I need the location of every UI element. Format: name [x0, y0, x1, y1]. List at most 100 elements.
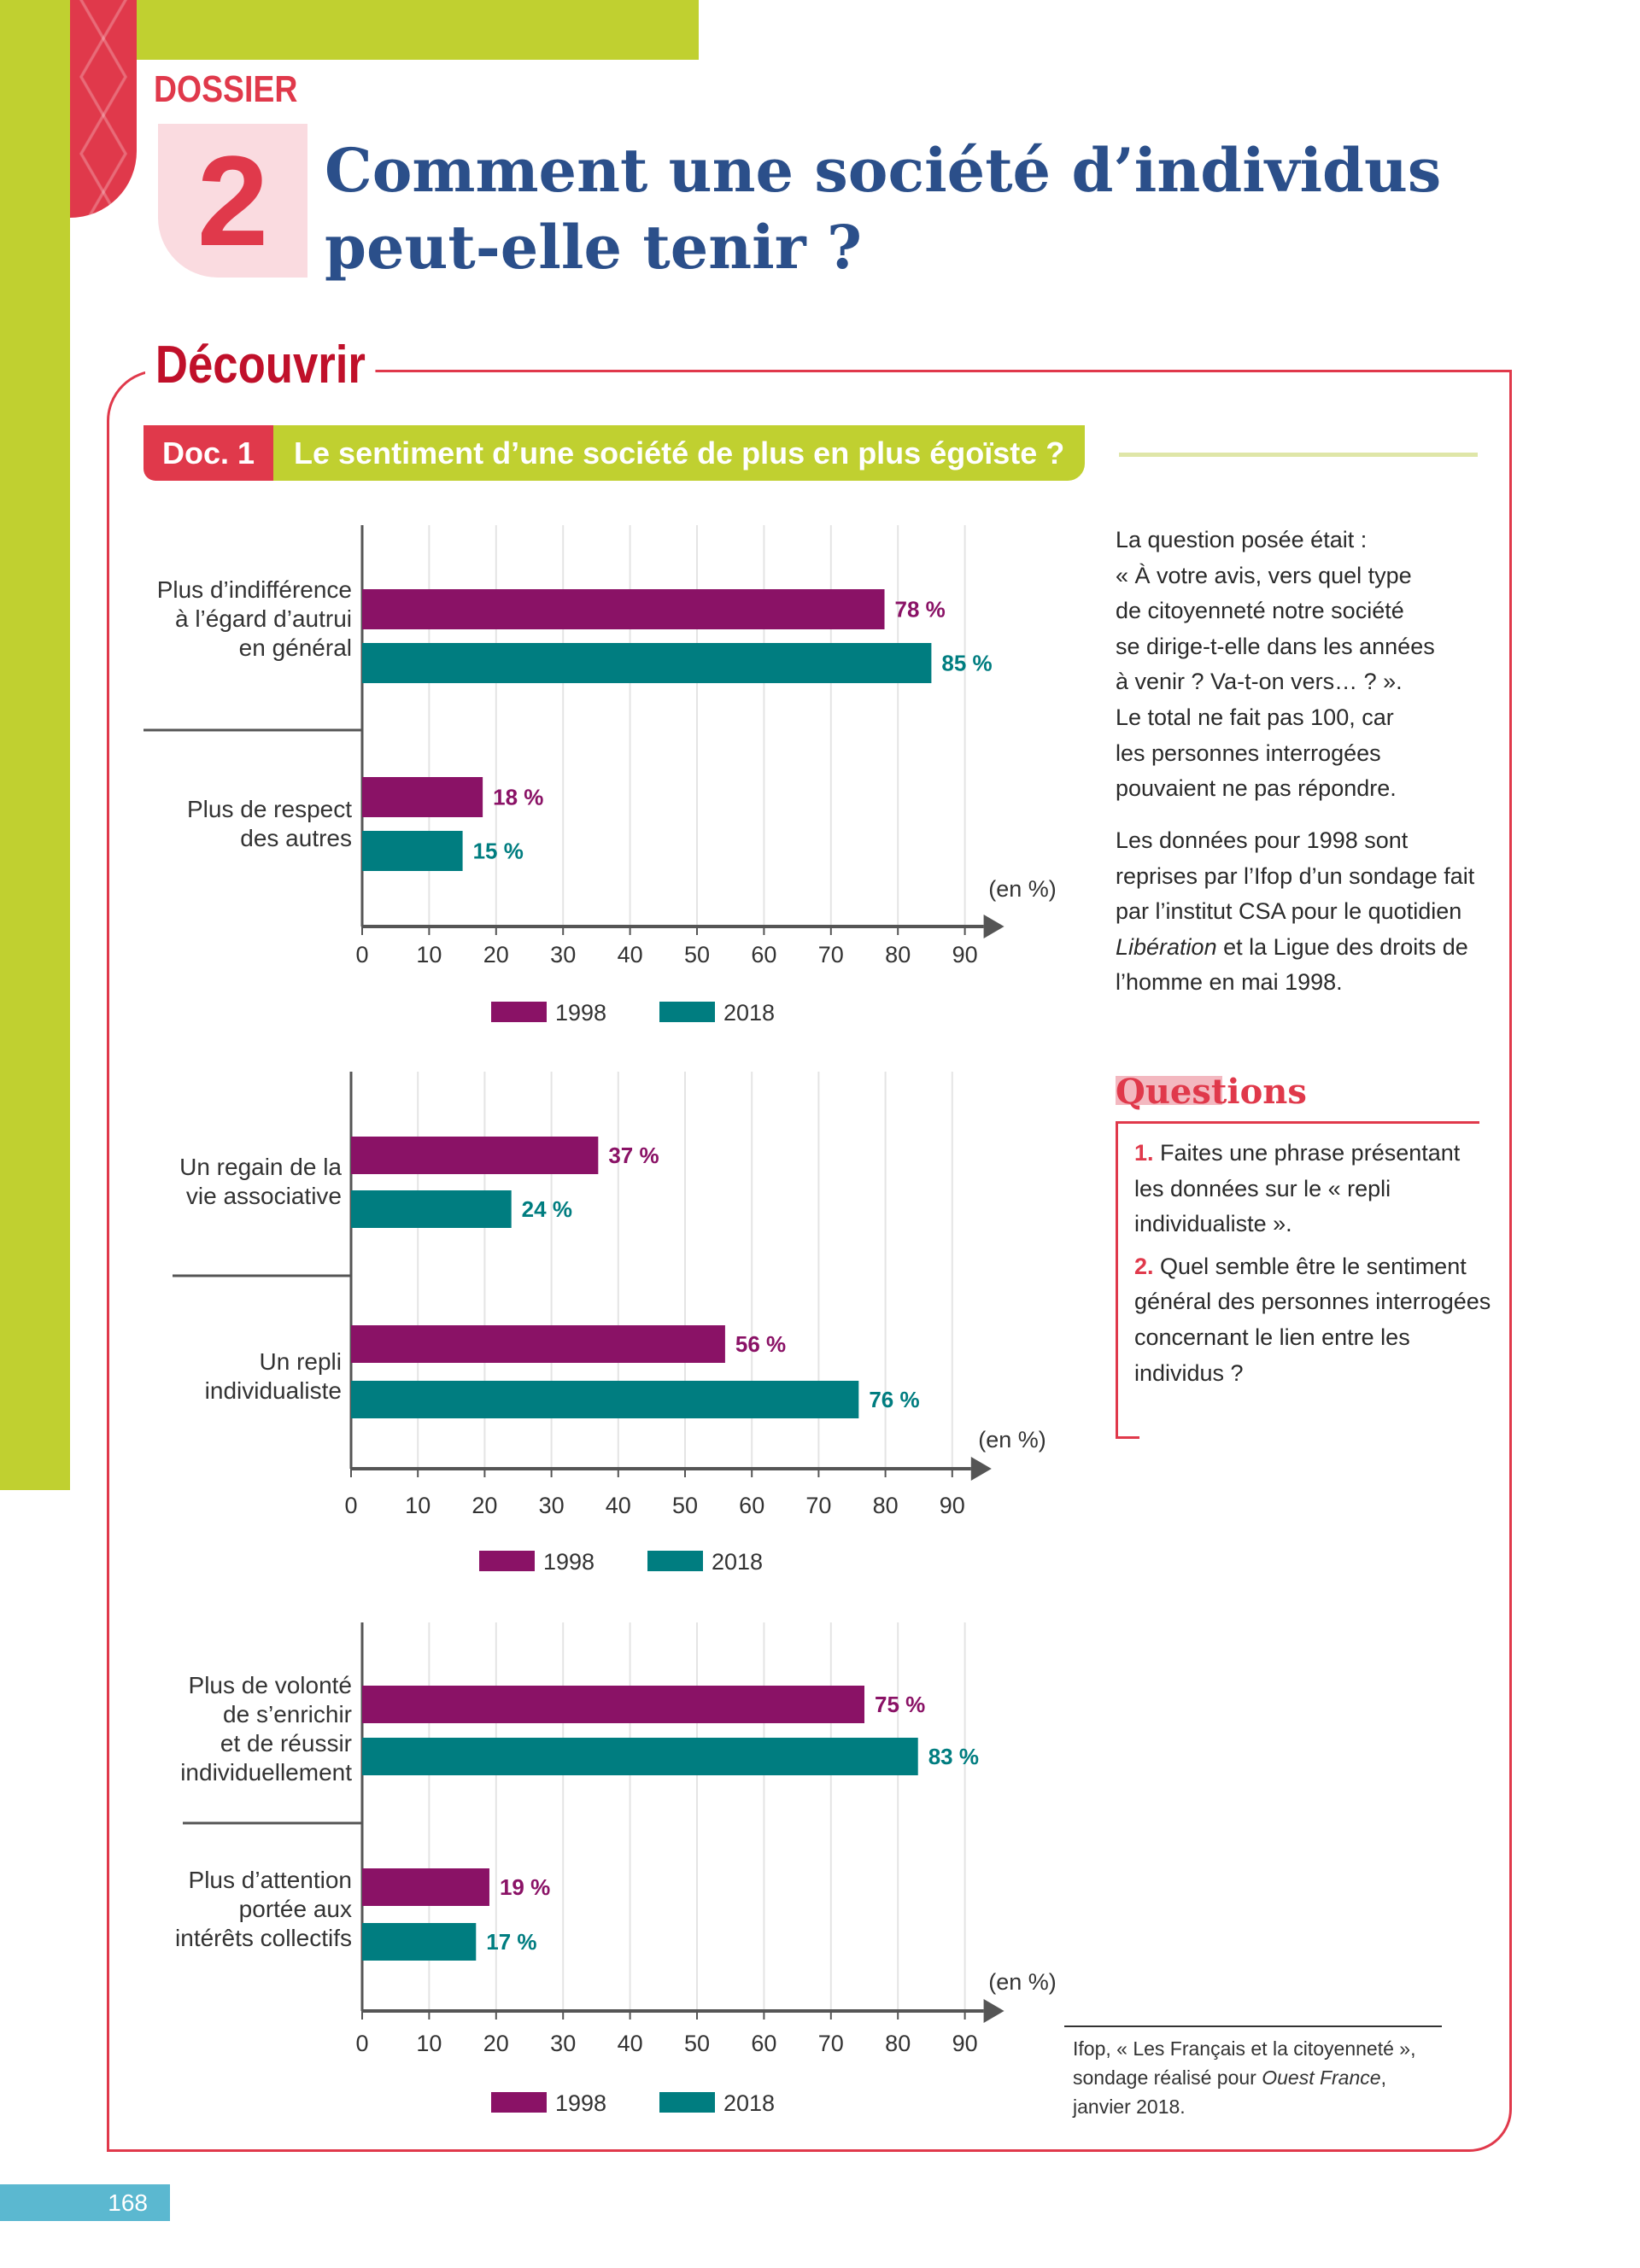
x-tick-label: 40	[618, 2031, 643, 2056]
category-label: intérêts collectifs	[175, 1925, 352, 1951]
source-text: Ifop, « Les Français et la citoyenneté »…	[1073, 2037, 1416, 2089]
category-label: Un regain de la	[179, 1154, 342, 1180]
x-tick-label: 40	[618, 942, 643, 967]
category-label: individualiste	[205, 1377, 342, 1404]
question-text: Quel semble être le sentiment général de…	[1134, 1253, 1491, 1386]
section-frame	[107, 370, 1512, 2152]
context-line: se dirige-t-elle dans les années	[1116, 633, 1435, 659]
bar-2018	[362, 1923, 477, 1961]
x-axis-arrow-icon	[970, 1457, 992, 1481]
bar-2018	[362, 831, 463, 871]
legend-label: 2018	[723, 1000, 775, 1026]
x-tick-label: 20	[483, 942, 509, 967]
source-text-end: , janvier 2018.	[1073, 2066, 1386, 2118]
x-tick-label: 90	[952, 2031, 978, 2056]
context-line: à venir ? Va-t-on vers… ? ».	[1116, 669, 1403, 695]
category-label: Un repli	[260, 1348, 342, 1375]
bar-1998	[362, 1868, 489, 1906]
note-text-end: et la Ligue des droits de l’homme en mai…	[1116, 933, 1468, 996]
legend-swatch-1998	[491, 2092, 547, 2113]
x-axis-unit-label: (en %)	[978, 1427, 1046, 1453]
x-tick-label: 60	[751, 2031, 776, 2056]
bar-value-label: 18 %	[493, 785, 543, 810]
x-tick-label: 80	[873, 1493, 899, 1518]
legend-label: 1998	[555, 1000, 606, 1026]
bar-1998	[362, 1686, 864, 1723]
bar-2018	[351, 1381, 859, 1418]
bar-value-label: 75 %	[875, 1692, 925, 1717]
x-axis-unit-label: (en %)	[988, 876, 1057, 902]
source-citation: Ifop, « Les Français et la citoyenneté »…	[1073, 2034, 1449, 2121]
x-tick-label: 0	[344, 1493, 357, 1518]
questions-list: 1. Faites une phrase présentant les donn…	[1134, 1136, 1493, 1391]
bar-value-label: 24 %	[522, 1196, 572, 1222]
x-tick-label: 20	[483, 2031, 509, 2056]
question-text: Faites une phrase présentant les données…	[1134, 1140, 1461, 1237]
x-axis-arrow-icon	[983, 1999, 1004, 2023]
question-number: 1.	[1134, 1140, 1154, 1166]
legend-swatch-2018	[659, 2092, 715, 2113]
x-tick-label: 70	[805, 1493, 831, 1518]
question-item: 1. Faites une phrase présentant les donn…	[1134, 1136, 1493, 1242]
page-number: 168	[0, 2184, 170, 2221]
doc-banner: Doc. 1 Le sentiment d’une société de plu…	[144, 425, 1086, 481]
questions-highlight	[1116, 1076, 1222, 1105]
category-label: en général	[239, 634, 352, 661]
legend-swatch-2018	[659, 1002, 715, 1022]
legend-label: 1998	[555, 2090, 606, 2116]
bar-2018	[362, 643, 932, 683]
category-label: Plus d’attention	[189, 1867, 352, 1893]
green-side-strip	[0, 0, 70, 1490]
note-text: Les données pour 1998 sont reprises par …	[1116, 827, 1475, 925]
x-tick-label: 70	[818, 2031, 844, 2056]
red-decorative-pattern	[70, 0, 137, 218]
x-tick-label: 20	[472, 1493, 497, 1518]
bar-1998	[351, 1137, 599, 1174]
bar-1998	[351, 1325, 725, 1363]
bar-1998	[362, 777, 483, 817]
x-tick-label: 30	[550, 2031, 576, 2056]
x-tick-label: 50	[672, 1493, 698, 1518]
legend-label: 1998	[543, 1549, 594, 1575]
x-tick-label: 0	[355, 2031, 368, 2056]
note-italic: Libération	[1116, 933, 1217, 960]
x-tick-label: 50	[684, 2031, 710, 2056]
x-tick-label: 60	[739, 1493, 764, 1518]
context-line: La question posée était :	[1116, 527, 1368, 552]
source-rule	[1064, 2025, 1442, 2027]
x-tick-label: 10	[416, 2031, 442, 2056]
questions-side-rule	[1116, 1121, 1118, 1439]
doc-number: Doc. 1	[144, 425, 274, 481]
x-tick-label: 70	[818, 942, 844, 967]
x-tick-label: 60	[751, 942, 776, 967]
x-tick-label: 50	[684, 942, 710, 967]
bar-value-label: 85 %	[941, 651, 992, 676]
category-label: Plus de volonté	[189, 1672, 352, 1698]
question-number: 2.	[1134, 1253, 1154, 1279]
green-top-bar	[137, 0, 699, 60]
x-axis-unit-label: (en %)	[988, 1969, 1057, 1995]
x-tick-label: 10	[405, 1493, 430, 1518]
context-line: les personnes interrogées	[1116, 739, 1381, 766]
x-tick-label: 40	[606, 1493, 631, 1518]
context-line: « À votre avis, vers quel type	[1116, 562, 1412, 588]
dossier-label: DOSSIER	[154, 68, 298, 110]
bar-1998	[362, 589, 885, 629]
category-label: Plus de respect	[187, 796, 352, 822]
bar-value-label: 37 %	[608, 1143, 659, 1168]
bar-value-label: 17 %	[486, 1929, 536, 1955]
data-source-note: Les données pour 1998 sont reprises par …	[1116, 823, 1491, 1001]
legend-swatch-2018	[647, 1551, 703, 1571]
doc-title: Le sentiment d’une société de plus en pl…	[273, 425, 1086, 481]
bar-2018	[351, 1190, 512, 1228]
legend-swatch-1998	[479, 1551, 535, 1571]
category-label: de s’enrichir	[223, 1701, 352, 1727]
context-line: pouvaient ne pas répondre.	[1116, 775, 1397, 802]
title-line-2: peut-elle tenir ?	[325, 212, 863, 283]
context-line: Le total ne fait pas 100, car	[1116, 704, 1394, 730]
bar-value-label: 76 %	[869, 1387, 919, 1412]
dossier-number: 2	[196, 129, 269, 272]
bar-value-label: 83 %	[928, 1744, 979, 1769]
doc-banner-rule	[1119, 453, 1478, 457]
